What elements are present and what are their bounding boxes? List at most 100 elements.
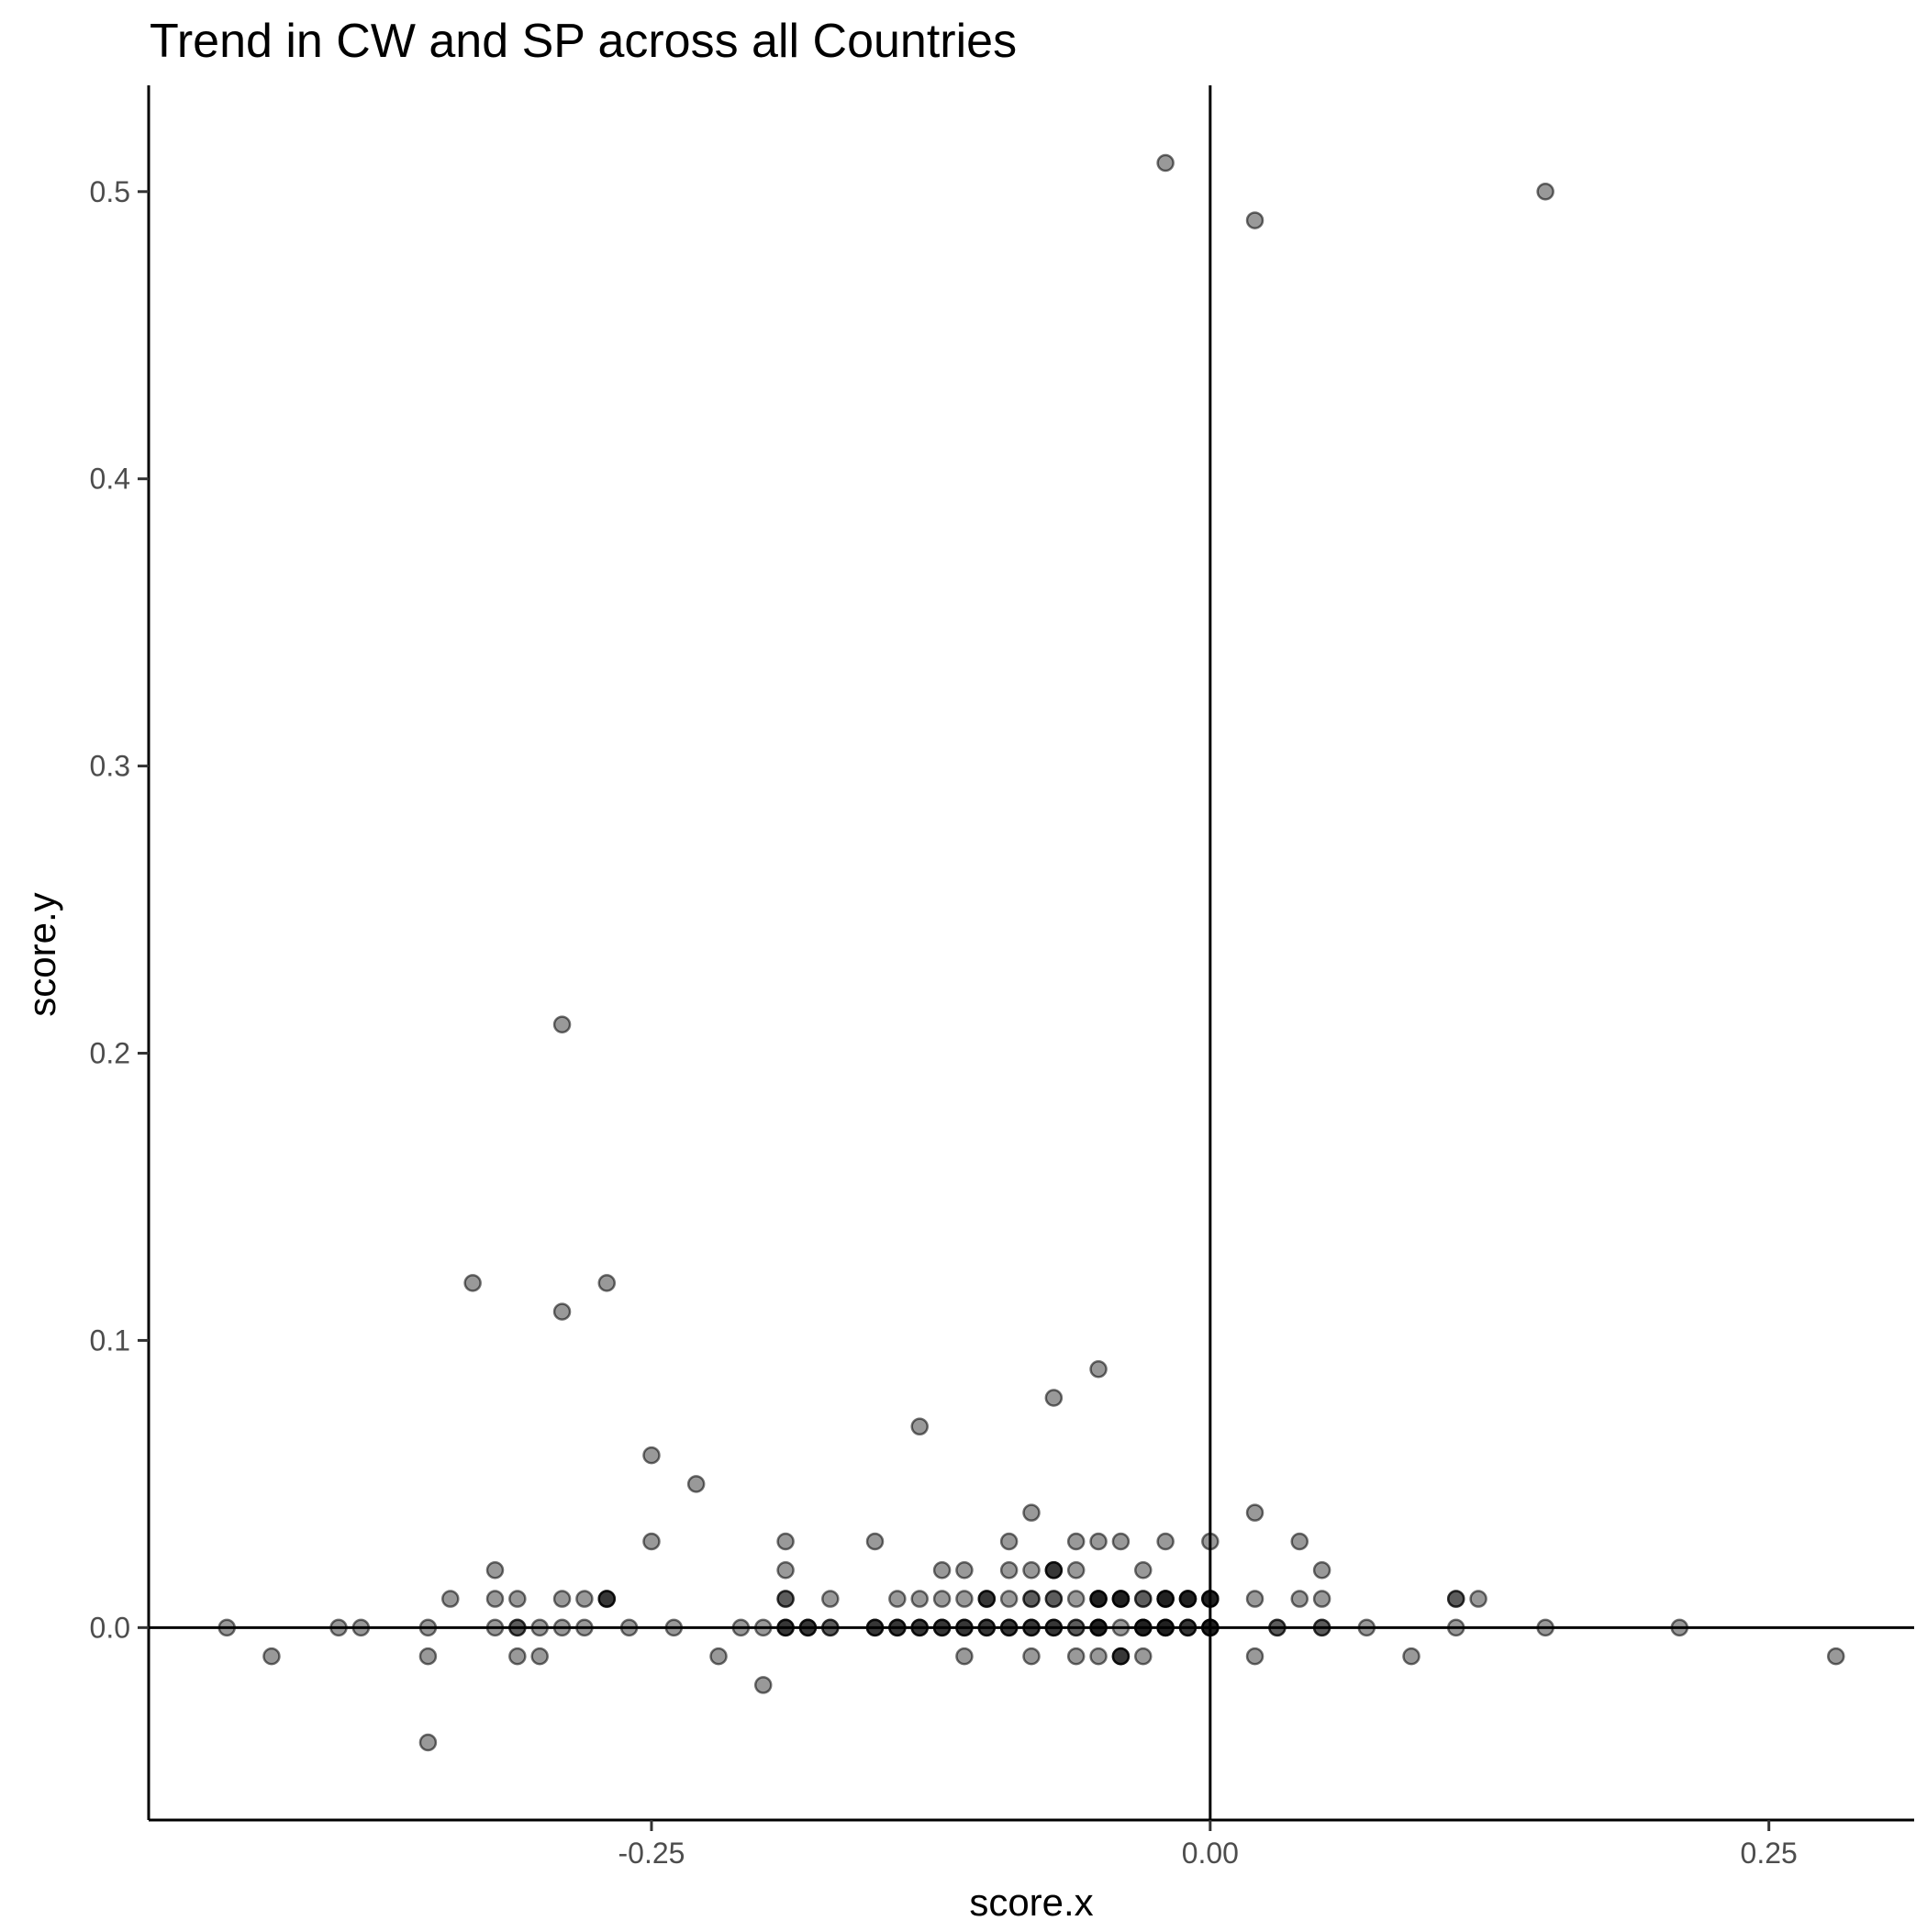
- x-tick-label: 0.25: [1741, 1837, 1798, 1870]
- x-axis-ticks: -0.25 0.00 0.25: [618, 1820, 1798, 1870]
- data-point: [552, 1590, 572, 1608]
- data-point: [1089, 1647, 1108, 1666]
- data-point: [619, 1618, 639, 1637]
- y-tick-label: 0.3: [90, 750, 130, 783]
- data-point: [262, 1647, 281, 1666]
- data-point: [418, 1618, 438, 1637]
- y-axis-title: score.y: [20, 892, 63, 1016]
- data-point: [955, 1561, 974, 1580]
- y-tick-label: 0.2: [90, 1037, 130, 1070]
- data-point: [1156, 1590, 1175, 1608]
- data-point: [1245, 211, 1264, 229]
- data-point: [1066, 1590, 1086, 1608]
- data-point: [1312, 1618, 1331, 1637]
- data-point: [463, 1274, 482, 1292]
- data-point: [441, 1590, 460, 1608]
- data-point: [865, 1618, 885, 1637]
- data-point: [575, 1590, 594, 1608]
- data-point: [1446, 1590, 1465, 1608]
- data-point: [1536, 1618, 1554, 1637]
- x-tick-label: -0.25: [618, 1837, 685, 1870]
- data-point: [1089, 1359, 1108, 1379]
- data-point: [1022, 1647, 1041, 1666]
- data-point: [508, 1647, 527, 1666]
- y-tick-label: 0.5: [90, 175, 130, 208]
- data-point: [1178, 1590, 1197, 1608]
- data-point: [1111, 1618, 1131, 1637]
- axes: [147, 85, 1914, 1822]
- data-point: [329, 1618, 348, 1637]
- data-point: [1402, 1647, 1420, 1666]
- data-point: [1134, 1618, 1153, 1637]
- data-point: [552, 1618, 572, 1637]
- data-point: [686, 1475, 706, 1493]
- data-point: [1066, 1618, 1086, 1637]
- data-point: [1044, 1389, 1064, 1407]
- data-point: [955, 1618, 974, 1637]
- data-point: [1312, 1561, 1331, 1580]
- data-point: [508, 1590, 527, 1608]
- data-point: [351, 1618, 371, 1637]
- data-point: [485, 1561, 505, 1580]
- data-point: [1089, 1532, 1108, 1551]
- data-point: [1089, 1590, 1108, 1608]
- data-point: [910, 1618, 929, 1637]
- data-point: [1827, 1647, 1845, 1666]
- data-point: [932, 1618, 952, 1637]
- data-point: [776, 1590, 795, 1608]
- data-point: [1245, 1503, 1264, 1522]
- chart-title: Trend in CW and SP across all Countries: [150, 15, 1017, 68]
- data-point: [552, 1015, 572, 1033]
- data-point: [977, 1618, 997, 1637]
- data-point: [821, 1618, 840, 1637]
- data-point: [1022, 1561, 1041, 1580]
- data-point: [776, 1561, 795, 1580]
- data-point: [1156, 1532, 1175, 1551]
- data-point: [865, 1532, 885, 1551]
- data-point: [1111, 1647, 1131, 1666]
- data-point: [798, 1618, 818, 1637]
- data-point: [664, 1618, 684, 1637]
- data-point: [1201, 1590, 1220, 1608]
- data-point: [1312, 1590, 1331, 1608]
- data-point: [999, 1618, 1019, 1637]
- data-point: [1268, 1618, 1287, 1637]
- data-point: [709, 1647, 728, 1666]
- data-point: [977, 1590, 997, 1608]
- data-point: [1245, 1590, 1264, 1608]
- data-point: [1446, 1618, 1465, 1637]
- data-point: [552, 1302, 572, 1321]
- data-point: [821, 1590, 840, 1608]
- data-point: [1044, 1590, 1064, 1608]
- data-point: [888, 1618, 907, 1637]
- data-point: [753, 1618, 773, 1637]
- data-point: [1022, 1618, 1041, 1637]
- data-points: [217, 153, 1845, 1752]
- data-point: [418, 1647, 438, 1666]
- data-point: [1201, 1532, 1220, 1551]
- data-point: [642, 1446, 661, 1465]
- data-point: [1066, 1647, 1086, 1666]
- data-point: [597, 1590, 617, 1608]
- data-point: [530, 1618, 549, 1637]
- data-point: [888, 1590, 907, 1608]
- y-tick-label: 0.0: [90, 1611, 130, 1644]
- data-point: [1134, 1590, 1153, 1608]
- data-point: [597, 1274, 617, 1292]
- x-axis-title: score.x: [969, 1881, 1093, 1924]
- data-point: [731, 1618, 751, 1637]
- data-point: [485, 1618, 505, 1637]
- y-tick-label: 0.1: [90, 1323, 130, 1357]
- data-point: [1044, 1561, 1064, 1580]
- data-point: [1536, 183, 1554, 201]
- data-point: [508, 1618, 527, 1637]
- data-point: [1670, 1618, 1689, 1637]
- data-point: [1201, 1618, 1220, 1637]
- data-point: [932, 1561, 952, 1580]
- data-point: [1245, 1647, 1264, 1666]
- data-point: [1156, 153, 1175, 173]
- data-point: [1290, 1590, 1309, 1608]
- data-point: [1357, 1618, 1376, 1637]
